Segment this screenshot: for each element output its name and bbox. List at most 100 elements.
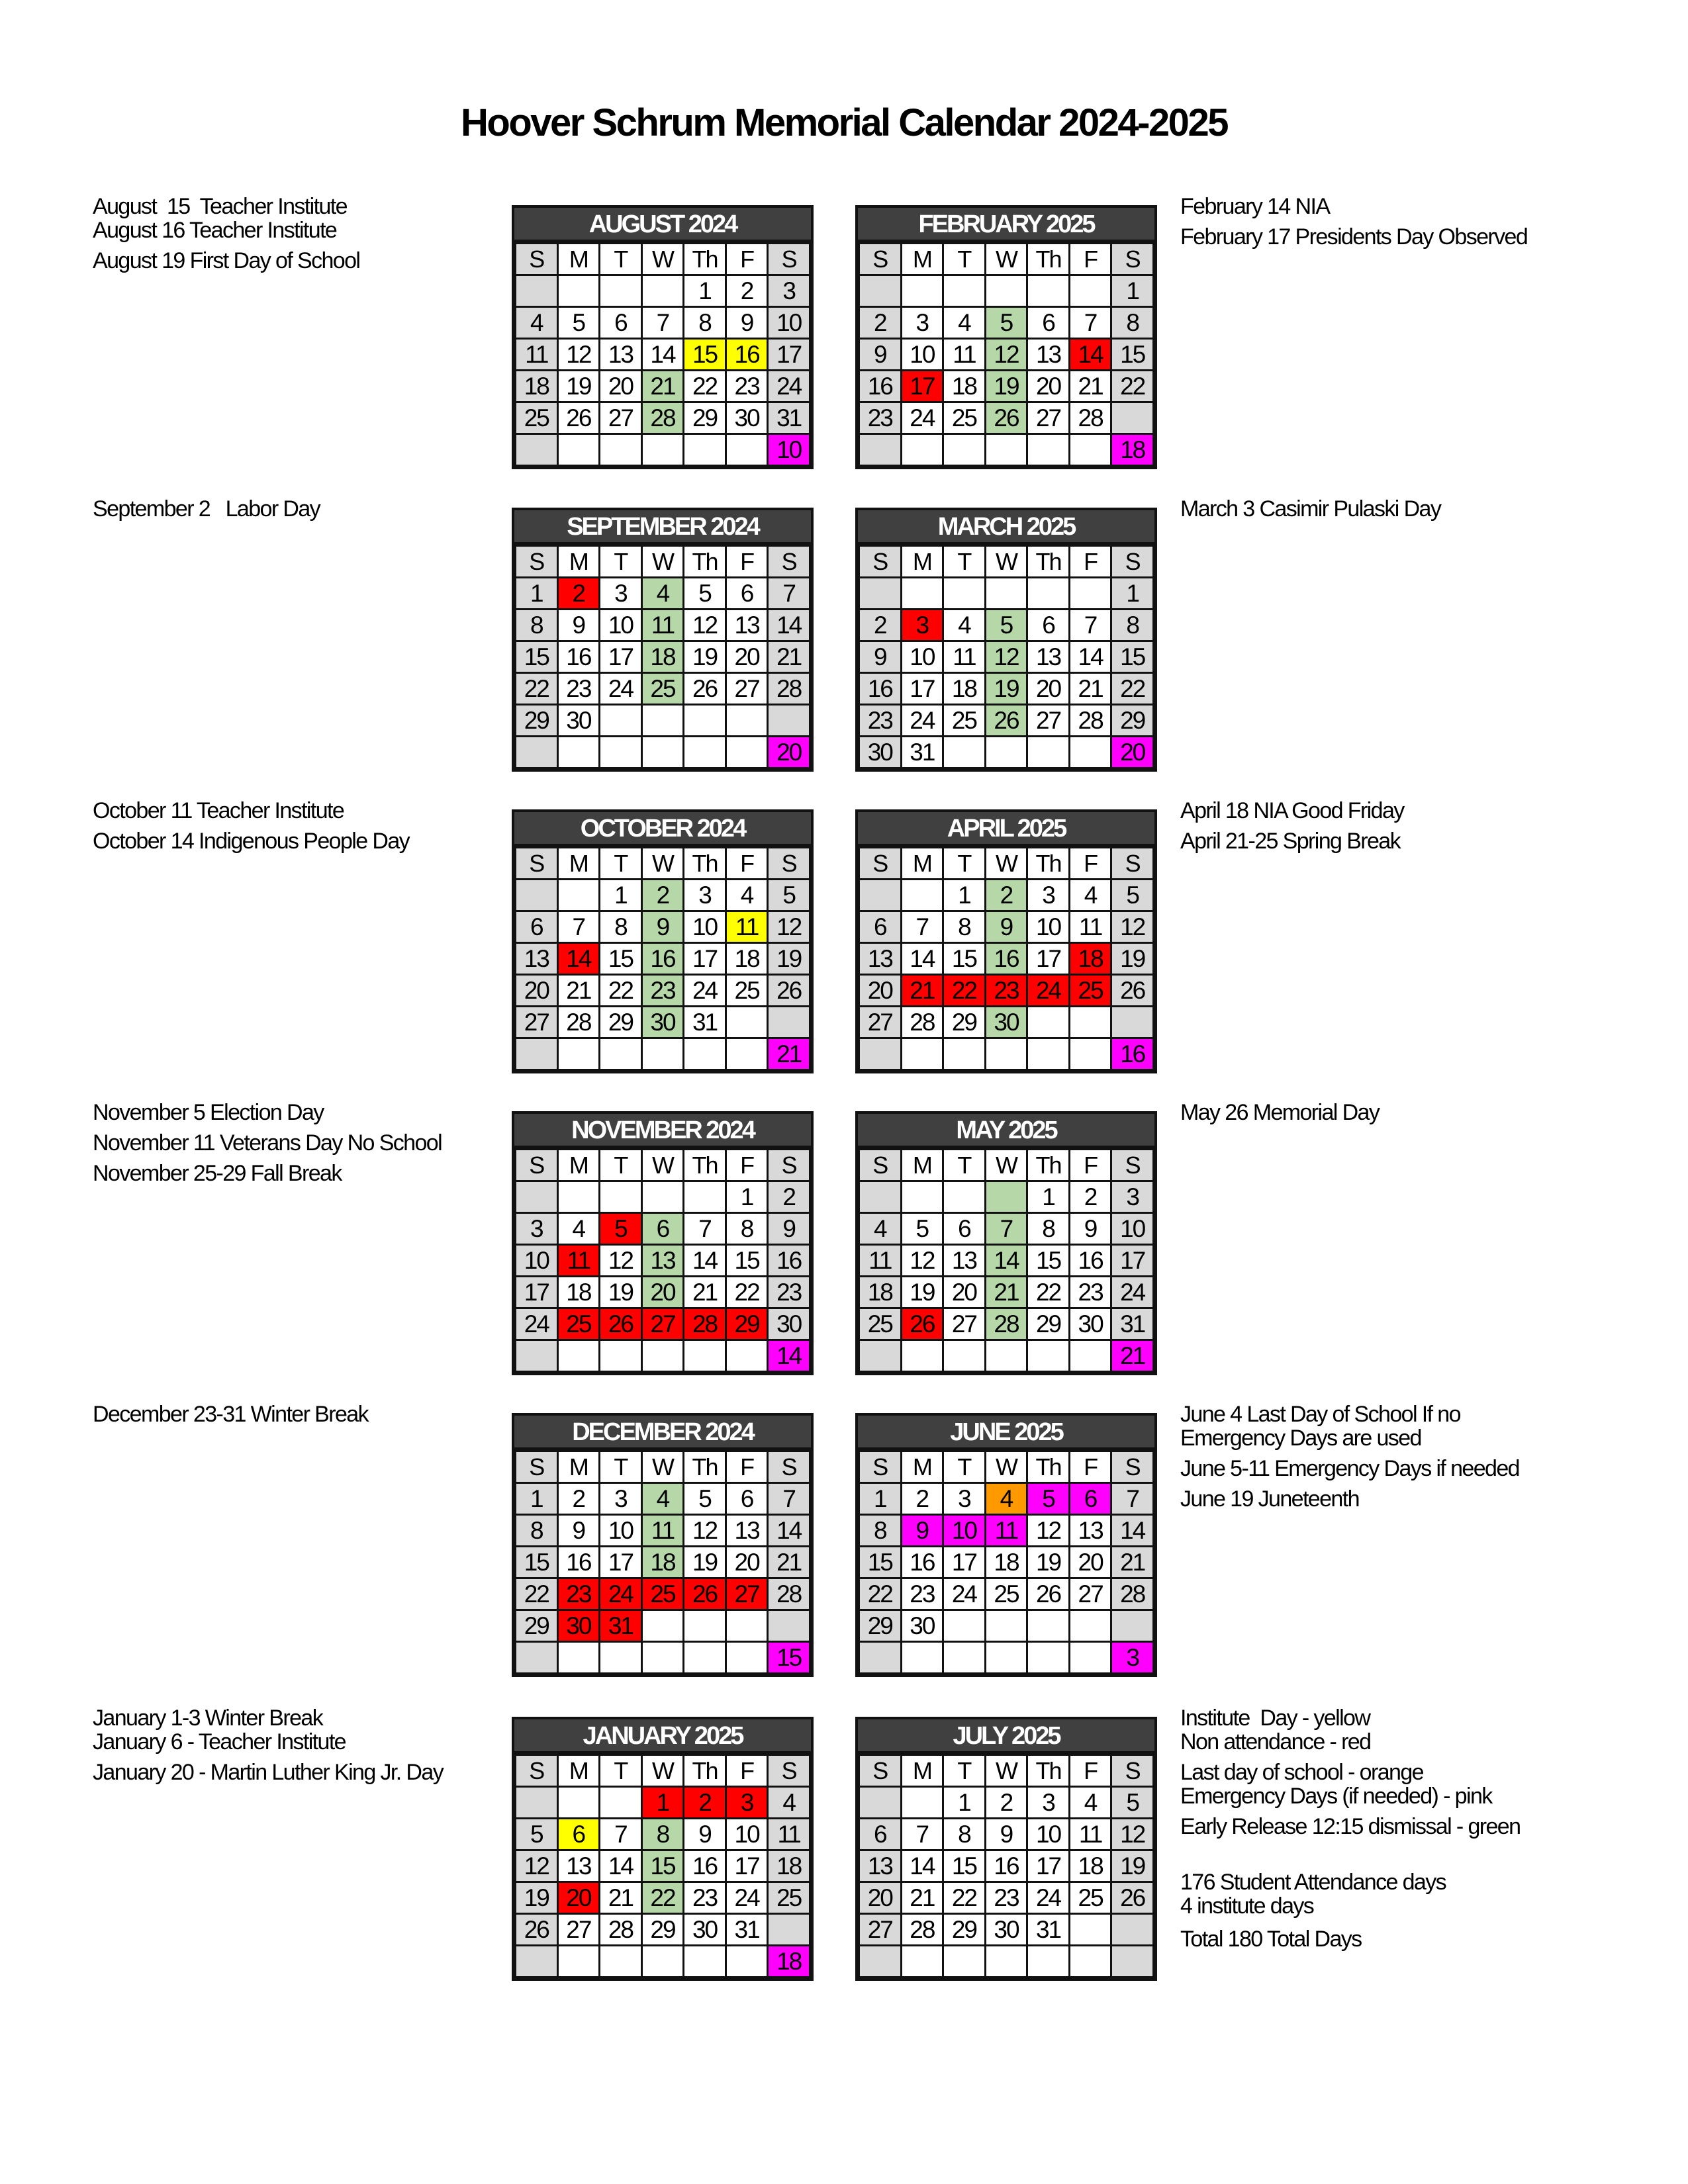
day-cell: 31: [1026, 1913, 1070, 1946]
weekday-label: T: [598, 242, 643, 276]
day-cell: [556, 1037, 601, 1071]
day-cell: [640, 735, 685, 769]
day-cell: 26: [984, 704, 1029, 737]
weekday-label: S: [767, 1450, 811, 1484]
day-cell: 12: [682, 608, 727, 642]
day-cell: [1068, 1037, 1113, 1071]
weekday-label: T: [942, 545, 986, 578]
day-cell: 22: [724, 1275, 769, 1309]
day-cell: 8: [598, 910, 643, 944]
note-line: 176 Student Attendance days: [1180, 1870, 1447, 1895]
day-cell: 26: [900, 1307, 945, 1341]
day-cell: 31: [900, 735, 945, 769]
day-cell: [984, 1609, 1029, 1643]
day-cell: 17: [767, 338, 811, 371]
day-cell: 23: [556, 1577, 601, 1611]
day-cell: 11: [858, 1244, 902, 1277]
weekday-label: S: [858, 846, 902, 880]
weekday-label: W: [984, 242, 1029, 276]
day-cell: 19: [1110, 942, 1154, 976]
month-table: S M T W Th F S 1 2 3 4 5 6 7 8 9 10 11 12 13 14 15 16 17 18 19 20 2…: [514, 846, 811, 1071]
day-cell: 29: [942, 1913, 986, 1946]
day-cell: [556, 1641, 601, 1674]
day-cell: 1: [514, 1482, 559, 1516]
day-cell: 4: [942, 306, 986, 340]
day-cell: 26: [682, 672, 727, 705]
weekday-label: M: [556, 242, 601, 276]
day-cell: [942, 1180, 986, 1214]
day-cell: 1: [682, 274, 727, 308]
day-cell: [858, 1944, 902, 1978]
note-group: June 19 Juneteenth: [1180, 1487, 1670, 1511]
day-cell: [514, 1944, 559, 1978]
day-cell: 1: [858, 1482, 902, 1516]
day-cell: 23: [1068, 1275, 1113, 1309]
day-cell: 29: [724, 1307, 769, 1341]
day-cell: 22: [1110, 369, 1154, 403]
day-cell: 30: [556, 1609, 601, 1643]
week-row: 15 16 17 18 19 20 21: [514, 640, 811, 674]
weekday-label: T: [598, 1148, 643, 1182]
day-cell: 10: [598, 608, 643, 642]
day-cell: 26: [767, 974, 811, 1007]
day-cell: 30: [682, 1913, 727, 1946]
day-cell: 6: [724, 1482, 769, 1516]
weekday-label: M: [556, 846, 601, 880]
day-cell: 5: [1110, 1786, 1154, 1819]
attendance-count: 16: [1110, 1037, 1154, 1071]
day-cell: [682, 1944, 727, 1978]
day-cell: [640, 704, 685, 737]
day-cell: 22: [598, 974, 643, 1007]
day-cell: [984, 1641, 1029, 1674]
day-cell: 10: [682, 910, 727, 944]
weekday-label: M: [556, 545, 601, 578]
month-header: OCTOBER 2024: [514, 812, 811, 846]
note-line: June 4 Last Day of School If no: [1180, 1402, 1462, 1427]
weekday-header-row: S M T W Th F S: [514, 1450, 811, 1484]
day-cell: 7: [1068, 608, 1113, 642]
day-cell: 24: [942, 1577, 986, 1611]
day-cell: 24: [682, 974, 727, 1007]
day-cell: 10: [1026, 910, 1070, 944]
day-cell: 18: [984, 1545, 1029, 1579]
day-cell: 21: [1068, 369, 1113, 403]
day-cell: [556, 735, 601, 769]
day-cell: 14: [767, 1514, 811, 1547]
note-line: June 5-11 Emergency Days if needed: [1180, 1456, 1521, 1481]
month-table: S M T W Th F S 1 2 3 4 5 6 7 8 9 10 11 12 13 14 15 16 17 18 19 20 2…: [514, 545, 811, 769]
day-cell: 9: [858, 640, 902, 674]
weekday-label: S: [858, 1148, 902, 1182]
day-cell: 13: [942, 1244, 986, 1277]
day-cell: 3: [724, 1786, 769, 1819]
weekday-label: F: [724, 1754, 769, 1788]
note-line: April 18 NIA Good Friday: [1180, 798, 1405, 823]
day-cell: 28: [900, 1005, 945, 1039]
weekday-label: F: [724, 1450, 769, 1484]
attendance-count: 21: [1110, 1339, 1154, 1373]
day-cell: 5: [984, 306, 1029, 340]
day-cell: [1068, 1339, 1113, 1373]
day-cell: 3: [682, 878, 727, 912]
weekday-label: S: [514, 1450, 559, 1484]
note-line: Total 180 Total Days: [1180, 1927, 1362, 1952]
day-cell: 22: [1110, 672, 1154, 705]
month-calendar: JUNE 2025 S M T W Th F S 1 2 3 4 5 6 7 8 9 10 11 12 13 14 15 16…: [855, 1413, 1157, 1677]
day-cell: 21: [1110, 1545, 1154, 1579]
day-cell: 8: [1026, 1212, 1070, 1246]
week-row: 27 28 29 30 31: [858, 1913, 1154, 1946]
day-cell: [942, 274, 986, 308]
day-cell: [724, 1037, 769, 1071]
attendance-count: 20: [1110, 735, 1154, 769]
day-cell: 14: [1068, 640, 1113, 674]
weekday-label: T: [598, 1754, 643, 1788]
day-cell: [682, 1180, 727, 1214]
day-cell: 14: [1110, 1514, 1154, 1547]
day-cell: 3: [942, 1482, 986, 1516]
day-cell: 28: [984, 1307, 1029, 1341]
day-cell: 2: [858, 306, 902, 340]
day-cell: [900, 878, 945, 912]
day-cell: 16: [724, 338, 769, 371]
day-cell: 2: [900, 1482, 945, 1516]
day-cell: 21: [682, 1275, 727, 1309]
